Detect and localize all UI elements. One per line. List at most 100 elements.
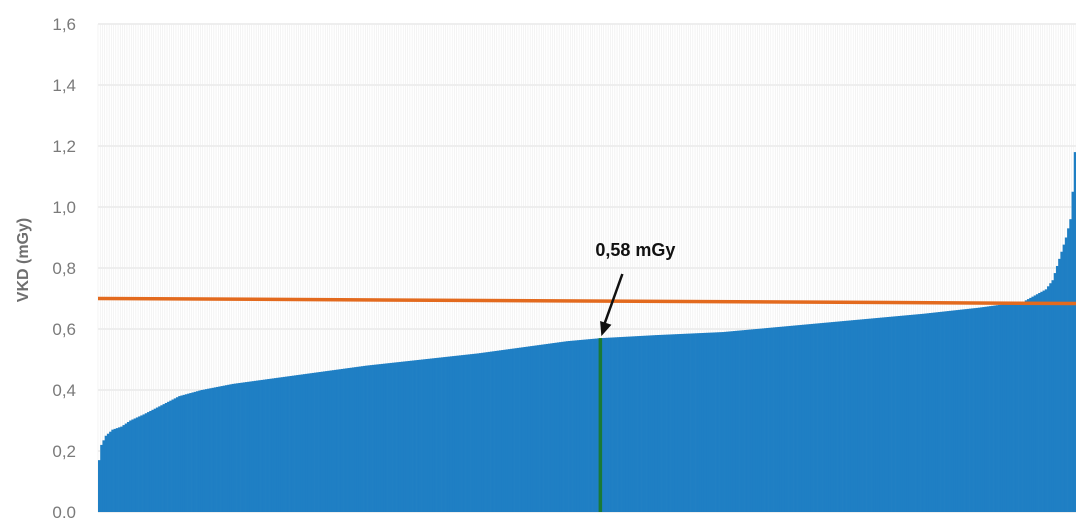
bar xyxy=(267,379,270,512)
bar xyxy=(933,313,936,512)
bar xyxy=(938,312,941,512)
bar xyxy=(503,350,506,512)
bar xyxy=(829,322,832,512)
bar xyxy=(459,355,462,512)
bar xyxy=(570,341,573,512)
bar xyxy=(782,327,785,512)
bar xyxy=(593,339,596,512)
bar xyxy=(742,330,745,512)
bar xyxy=(700,333,703,512)
bar xyxy=(1051,280,1054,512)
bar xyxy=(960,310,963,512)
bar xyxy=(274,378,277,512)
bar xyxy=(156,408,159,512)
bar xyxy=(659,335,662,512)
bar xyxy=(918,314,921,512)
bar xyxy=(512,349,515,512)
bar xyxy=(339,369,342,512)
bar xyxy=(229,384,232,512)
bar xyxy=(118,427,121,512)
bar xyxy=(1065,238,1068,513)
bar xyxy=(653,335,656,512)
bar xyxy=(686,334,689,512)
bar xyxy=(1005,304,1008,512)
bar xyxy=(1014,303,1017,512)
bar xyxy=(245,382,248,512)
bar xyxy=(486,352,489,512)
bar xyxy=(873,318,876,512)
bar xyxy=(541,345,544,512)
bar xyxy=(508,349,511,512)
bar xyxy=(684,334,687,512)
bar xyxy=(336,370,339,512)
bar xyxy=(927,313,930,512)
bar xyxy=(967,309,970,512)
bar xyxy=(731,331,734,512)
bar xyxy=(238,383,241,512)
bar xyxy=(544,344,547,512)
bar xyxy=(985,307,988,512)
bar xyxy=(588,339,591,512)
bar xyxy=(401,362,404,512)
bar xyxy=(557,342,560,512)
bar xyxy=(978,308,981,512)
bar xyxy=(272,378,275,512)
bar xyxy=(519,348,522,512)
bar xyxy=(1016,302,1019,512)
bar xyxy=(1054,273,1057,512)
bar xyxy=(278,377,281,512)
bar xyxy=(263,380,266,512)
y-tick-label: 0,2 xyxy=(52,442,76,461)
bar xyxy=(218,387,221,512)
bar xyxy=(728,331,731,512)
bar xyxy=(165,403,168,512)
bar xyxy=(198,391,201,512)
bar xyxy=(359,367,362,512)
bar xyxy=(316,372,319,512)
bar xyxy=(1036,294,1039,512)
bar xyxy=(586,339,589,512)
bar xyxy=(604,338,607,512)
bar xyxy=(524,347,527,512)
bar xyxy=(216,387,219,512)
bar xyxy=(956,310,959,512)
bar xyxy=(200,390,203,512)
bar xyxy=(804,325,807,512)
bar xyxy=(773,327,776,512)
bar xyxy=(945,311,948,512)
bar xyxy=(590,339,593,512)
bar xyxy=(330,370,333,512)
bar xyxy=(893,316,896,512)
bar xyxy=(187,394,190,512)
bar xyxy=(147,412,150,512)
bar xyxy=(675,334,678,512)
annotation-arrow xyxy=(604,274,622,324)
bar xyxy=(1069,219,1072,512)
y-tick-label: 0,4 xyxy=(52,381,76,400)
bar xyxy=(1060,252,1063,512)
bar xyxy=(666,335,669,512)
bar xyxy=(844,321,847,512)
bar xyxy=(114,429,117,512)
bar xyxy=(98,460,101,512)
bar xyxy=(172,400,175,512)
bar xyxy=(947,311,950,512)
bar xyxy=(521,347,524,512)
bar xyxy=(662,335,665,512)
bar xyxy=(568,341,571,512)
bar xyxy=(463,355,466,512)
bar xyxy=(149,411,152,512)
bar xyxy=(517,348,520,512)
bar xyxy=(261,380,264,512)
bar xyxy=(793,326,796,512)
bar xyxy=(911,315,914,512)
bar xyxy=(1049,283,1052,512)
bar xyxy=(1020,302,1023,512)
bar xyxy=(735,331,738,512)
bar xyxy=(345,368,348,512)
bar xyxy=(303,374,306,512)
bar xyxy=(488,352,491,512)
bar xyxy=(922,314,925,512)
bar xyxy=(864,319,867,512)
bar xyxy=(786,326,789,512)
